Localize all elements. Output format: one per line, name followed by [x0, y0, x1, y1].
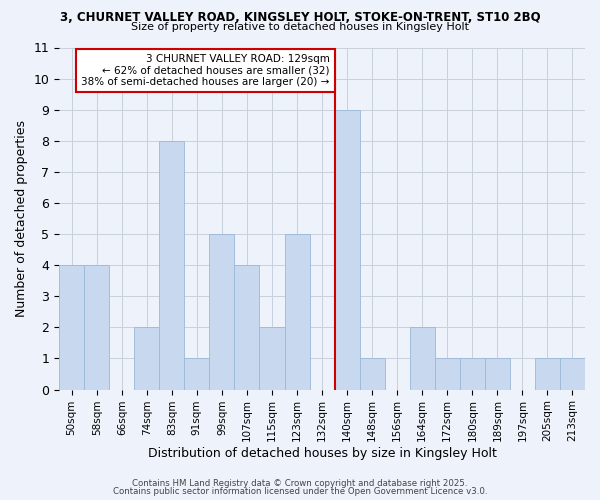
Text: Size of property relative to detached houses in Kingsley Holt: Size of property relative to detached ho… — [131, 22, 469, 32]
Bar — [84, 265, 109, 390]
Bar — [134, 328, 160, 390]
Bar — [535, 358, 560, 390]
Bar — [485, 358, 510, 390]
Y-axis label: Number of detached properties: Number of detached properties — [15, 120, 28, 317]
Bar — [235, 265, 259, 390]
Bar — [259, 328, 284, 390]
Bar — [160, 141, 184, 390]
Bar — [560, 358, 585, 390]
Text: 3, CHURNET VALLEY ROAD, KINGSLEY HOLT, STOKE-ON-TRENT, ST10 2BQ: 3, CHURNET VALLEY ROAD, KINGSLEY HOLT, S… — [59, 11, 541, 24]
Bar — [209, 234, 235, 390]
Text: 3 CHURNET VALLEY ROAD: 129sqm
← 62% of detached houses are smaller (32)
38% of s: 3 CHURNET VALLEY ROAD: 129sqm ← 62% of d… — [81, 54, 329, 87]
Bar — [184, 358, 209, 390]
Bar — [359, 358, 385, 390]
Text: Contains HM Land Registry data © Crown copyright and database right 2025.: Contains HM Land Registry data © Crown c… — [132, 480, 468, 488]
X-axis label: Distribution of detached houses by size in Kingsley Holt: Distribution of detached houses by size … — [148, 447, 497, 460]
Bar — [410, 328, 435, 390]
Bar — [59, 265, 84, 390]
Bar — [435, 358, 460, 390]
Bar — [460, 358, 485, 390]
Bar — [335, 110, 359, 390]
Text: Contains public sector information licensed under the Open Government Licence v3: Contains public sector information licen… — [113, 487, 487, 496]
Bar — [284, 234, 310, 390]
